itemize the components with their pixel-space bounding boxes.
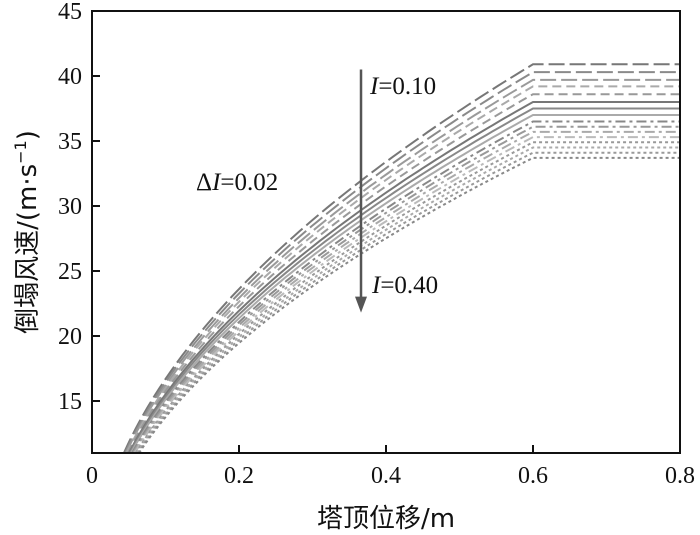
arrow-head xyxy=(355,296,368,313)
series-line xyxy=(123,71,680,454)
series-line xyxy=(128,101,680,454)
annotation-top-label: I=0.10 xyxy=(369,73,436,100)
x-axis-title: 塔顶位移/m xyxy=(317,504,455,534)
series-line xyxy=(126,93,680,454)
y-tick-label: 35 xyxy=(58,129,82,155)
annotation-delta-label: ΔI=0.02 xyxy=(196,169,278,196)
y-tick-label: 15 xyxy=(58,389,82,415)
series-line xyxy=(125,85,680,454)
y-tick-label: 25 xyxy=(58,259,82,285)
series-line xyxy=(133,130,680,454)
y-tick-label: 20 xyxy=(58,324,82,350)
x-tick-label: 0.2 xyxy=(224,463,254,489)
ticks-layer: 0 0.2 0.4 0.6 0.8 15 20 25 30 35 40 45 xyxy=(58,0,695,489)
y-tick-label: 40 xyxy=(58,64,82,90)
series-line xyxy=(134,141,680,454)
series-line xyxy=(129,107,680,454)
x-tick-label: 0.8 xyxy=(665,463,695,489)
series-line xyxy=(131,120,680,454)
y-tick-label: 45 xyxy=(58,0,82,25)
y-tick-label: 30 xyxy=(58,194,82,220)
series-line xyxy=(138,156,680,454)
series-line xyxy=(133,136,680,454)
series-line xyxy=(137,151,680,454)
x-tick-label: 0.4 xyxy=(371,463,401,489)
x-tick-label: 0.6 xyxy=(518,463,548,489)
x-tick-label: 0 xyxy=(86,463,98,489)
series-line xyxy=(130,114,680,454)
series-line xyxy=(122,63,680,454)
series-line xyxy=(132,125,680,454)
y-axis-title: 倒塌风速/(m·s−1) xyxy=(11,130,43,334)
annotation-arrow xyxy=(355,69,368,313)
annotation-bottom-label: I=0.40 xyxy=(371,272,438,299)
series-layer xyxy=(122,63,680,454)
series-line xyxy=(125,78,680,454)
